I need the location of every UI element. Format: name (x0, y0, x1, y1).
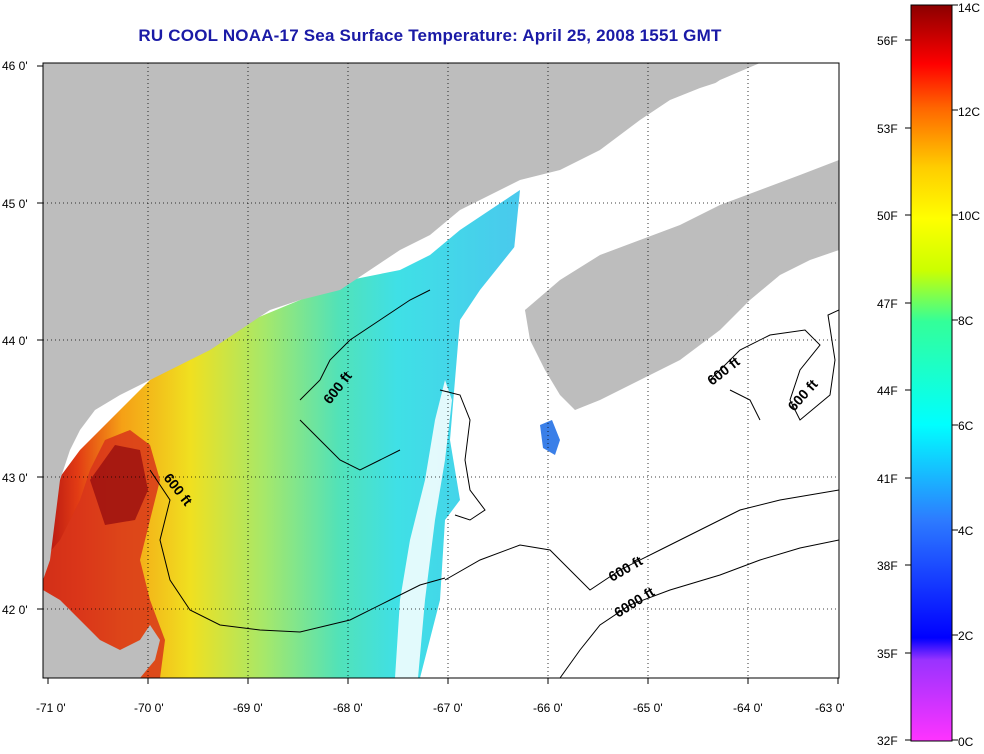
land-new-england (43, 63, 760, 580)
colorbar-f-label: 44F (877, 384, 898, 398)
colorbar-f-label: 50F (877, 209, 898, 223)
colorbar-f-label: 47F (877, 297, 898, 311)
lat-tick-label: 46 0' (2, 59, 28, 73)
colorbar-ticks (905, 4, 958, 741)
cold-patch (540, 420, 560, 455)
contour-gulf-maine-edge (439, 389, 486, 521)
land-nova-scotia (525, 160, 839, 410)
colorbar-f-label: 56F (877, 34, 898, 48)
lon-tick-label: -63 0' (815, 701, 845, 715)
lat-tick-label: 44 0' (2, 334, 28, 348)
lon-tick-label: -68 0' (333, 701, 363, 715)
colorbar-f-label: 35F (877, 647, 898, 661)
colorbar-c-label: 6C (958, 419, 974, 433)
lat-tick-label: 43 0' (2, 471, 28, 485)
lon-tick-label: -65 0' (633, 701, 663, 715)
land-cape-cod (43, 590, 160, 678)
lat-tick-label: 42 0' (2, 603, 28, 617)
hot-spot (90, 445, 148, 525)
contour-6000ft (559, 539, 839, 678)
colorbar-f-label: 41F (877, 472, 898, 486)
lon-tick-label: -69 0' (233, 701, 263, 715)
contour-600ft-south (444, 489, 839, 591)
colorbar-f-label: 32F (877, 734, 898, 748)
contour-600ft-central (299, 289, 431, 471)
colorbar (910, 4, 953, 742)
map-frame (42, 62, 840, 679)
contour-600ft-west (149, 469, 446, 633)
lon-tick-label: -70 0' (134, 701, 164, 715)
northern-water (600, 63, 790, 150)
colorbar-c-label: 0C (958, 735, 974, 749)
bay-of-fundy (510, 145, 800, 300)
colorbar-c-label: 14C (958, 1, 980, 15)
colorbar-c-label: 12C (958, 105, 980, 119)
colorbar-f-label: 53F (877, 122, 898, 136)
lon-tick-label: -67 0' (433, 701, 463, 715)
map-title: RU COOL NOAA-17 Sea Surface Temperature:… (138, 26, 722, 45)
lon-tick-label: -66 0' (533, 701, 563, 715)
gridlines (43, 63, 839, 678)
colorbar-c-label: 4C (958, 524, 974, 538)
colorbar-c-label: 8C (958, 314, 974, 328)
cloud-streak (395, 380, 452, 678)
lat-tick-label: 45 0' (2, 197, 28, 211)
lon-tick-label: -64 0' (733, 701, 763, 715)
colorbar-f-label: 38F (877, 559, 898, 573)
tick-marks (37, 65, 839, 684)
lon-tick-label: -71 0' (36, 701, 66, 715)
contour-600ft-east (709, 309, 839, 421)
colorbar-c-label: 10C (958, 209, 980, 223)
colorbar-c-label: 2C (958, 629, 974, 643)
